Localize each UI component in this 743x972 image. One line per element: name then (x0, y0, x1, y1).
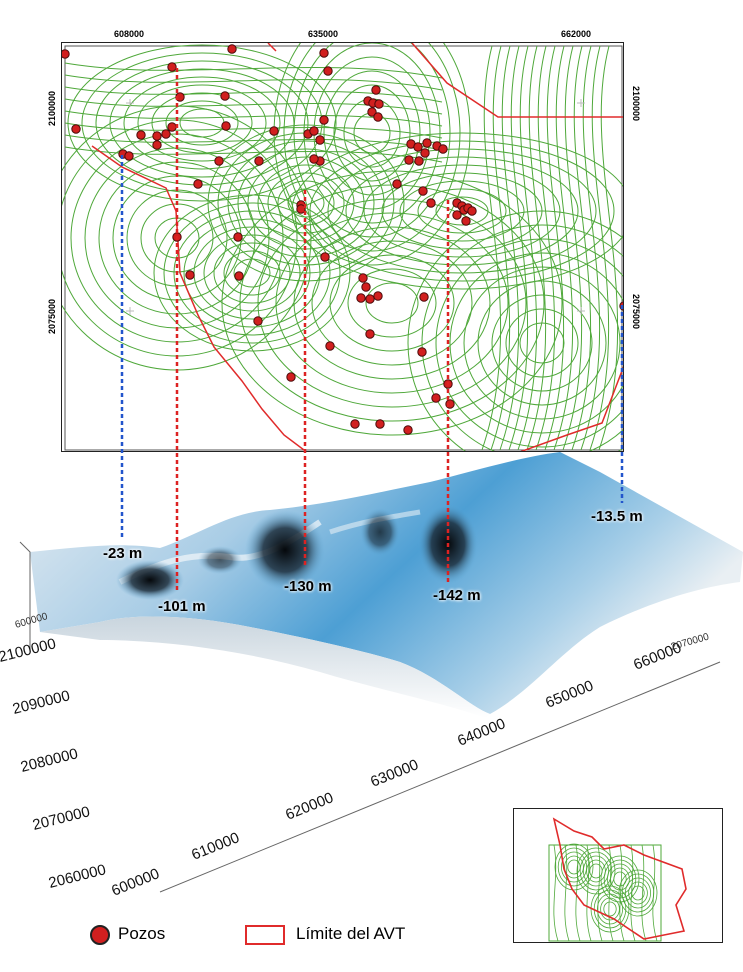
well-marker (350, 419, 360, 429)
surface-front-skirt (40, 616, 490, 718)
well-marker (193, 179, 203, 189)
well-marker (374, 99, 384, 109)
well-marker (414, 156, 424, 166)
depth-label-130m: -130 m (284, 578, 332, 595)
well-marker (319, 115, 329, 125)
well-marker (152, 131, 162, 141)
legend-boundary-label: Límite del AVT (296, 924, 406, 943)
well-marker (417, 347, 427, 357)
depth-label-101m: -101 m (158, 598, 206, 615)
well-marker (422, 138, 432, 148)
contour-map (61, 42, 624, 452)
avt-boundary-line (91, 43, 623, 451)
well-marker (404, 155, 414, 165)
well-marker (233, 232, 243, 242)
well-marker (315, 135, 325, 145)
well-marker (392, 179, 402, 189)
well-marker (365, 329, 375, 339)
well-marker (269, 126, 279, 136)
depth-label-23m: -23 m (103, 545, 143, 562)
well-marker (220, 91, 230, 101)
well-marker (325, 341, 335, 351)
well-marker (431, 393, 441, 403)
depression-101 (116, 560, 184, 600)
well-marker (253, 316, 263, 326)
well-marker (62, 49, 70, 59)
well-marker (254, 156, 264, 166)
surface-body (30, 452, 743, 714)
depth-label-13-5m: -13.5 m (591, 508, 643, 525)
well-marker (356, 293, 366, 303)
well-marker (365, 294, 375, 304)
well-marker (373, 112, 383, 122)
well-marker (367, 107, 377, 117)
well-marker (373, 291, 383, 301)
well-marker (420, 148, 430, 158)
well-marker (309, 126, 319, 136)
well-marker (452, 210, 462, 220)
well-marker (403, 425, 413, 435)
inset-location-map (513, 808, 723, 943)
well-marker (358, 273, 368, 283)
well-legend-symbol (90, 925, 110, 945)
legend-wells-label: Pozos (118, 924, 166, 943)
well-marker (227, 44, 237, 54)
well-marker (161, 129, 171, 139)
well-marker (467, 206, 477, 216)
map-x-tick-662000: 662000 (560, 29, 592, 39)
boundary-legend-symbol (245, 925, 285, 945)
well-marker (418, 186, 428, 196)
well-marker (124, 151, 134, 161)
well-marker (371, 85, 381, 95)
well-marker (323, 66, 333, 76)
well-marker (167, 62, 177, 72)
map-inner-border (64, 45, 623, 451)
well-marker (320, 252, 330, 262)
well-marker (438, 144, 448, 154)
well-marker (136, 130, 146, 140)
well-marker (214, 156, 224, 166)
well-marker (71, 124, 81, 134)
well-marker (296, 204, 306, 214)
well-marker (375, 419, 385, 429)
well-marker (361, 282, 371, 292)
grid-crosses (126, 99, 585, 315)
map-x-tick-635000: 635000 (307, 29, 339, 39)
well-marker (221, 121, 231, 131)
well-marker (413, 142, 423, 152)
well-marker (461, 216, 471, 226)
well-marker (152, 140, 162, 150)
surface-axes (19, 541, 721, 893)
inset-avt-boundary (552, 817, 687, 940)
map-x-tick-608000: 608000 (113, 29, 145, 39)
well-marker (185, 270, 195, 280)
well-marker (419, 292, 429, 302)
well-marker (234, 271, 244, 281)
well-marker (286, 372, 296, 382)
depth-label-142m: -142 m (433, 587, 481, 604)
well-marker (426, 198, 436, 208)
well-marker (309, 154, 319, 164)
well-marker (319, 48, 329, 58)
wells-layer (62, 44, 623, 435)
